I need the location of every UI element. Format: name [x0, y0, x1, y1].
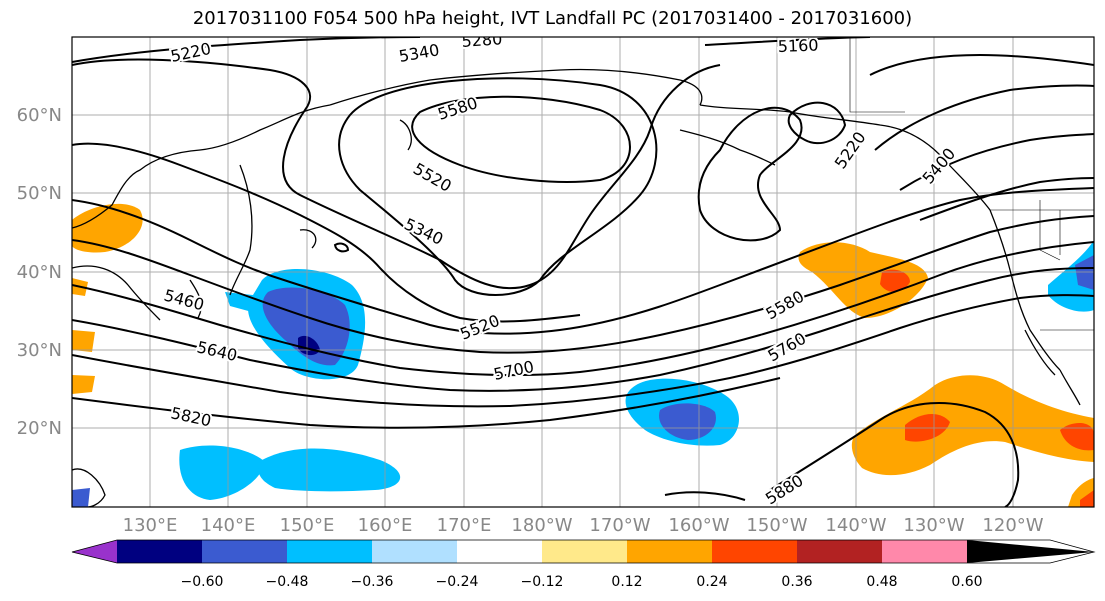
contour-label: 5880	[762, 471, 807, 509]
lat-label: 40°N	[17, 262, 62, 283]
colorbar-segment	[712, 540, 797, 563]
contour-label: 5220	[831, 128, 870, 172]
colorbar-tick-label: 0.60	[951, 574, 982, 590]
colorbar-tick-label: 0.24	[696, 574, 727, 590]
colorbar-segment	[457, 540, 542, 563]
contour-label: 5160	[777, 36, 818, 56]
colorbar-segment	[372, 540, 457, 563]
lon-label: 120°W	[982, 515, 1043, 536]
lon-label: 160°E	[358, 515, 413, 536]
contour-label: 5820	[169, 403, 213, 430]
colorbar-segment	[627, 540, 712, 563]
colorbar-segment	[72, 540, 117, 563]
contour-label: 5400	[919, 144, 960, 187]
colorbar-segment	[287, 540, 372, 563]
lon-label: 130°E	[123, 515, 178, 536]
colorbar-tick-label: −0.12	[521, 574, 564, 590]
negative-ivt-anomaly-areas	[72, 240, 1094, 507]
map-frame	[71, 36, 1095, 508]
colorbar-segment	[967, 540, 1094, 563]
latitude-labels: 60°N 50°N 40°N 30°N 20°N	[17, 105, 62, 439]
contour-label: 5340	[397, 40, 440, 66]
colorbar-tick-label: −0.24	[436, 574, 479, 590]
colorbar-segment	[882, 540, 967, 563]
lon-label: 150°E	[280, 515, 335, 536]
colorbar-outline	[71, 539, 1096, 564]
map-title: 2017031100 F054 500 hPa height, IVT Land…	[192, 8, 913, 29]
colorbar-tick-label: 0.48	[866, 574, 897, 590]
lon-label: 170°W	[589, 515, 650, 536]
lat-label: 30°N	[17, 340, 62, 361]
contour-label: 5520	[410, 159, 455, 196]
colorbar-tick-label: −0.48	[266, 574, 309, 590]
lon-label: 140°E	[201, 515, 256, 536]
colorbar-tick-label: 0.12	[611, 574, 642, 590]
contour-label: 5640	[195, 337, 239, 365]
colorbar-tick-label: 0.36	[781, 574, 812, 590]
contour-label: 5580	[435, 93, 480, 124]
lon-label: 160°W	[668, 515, 729, 536]
boundaries	[849, 37, 1094, 331]
longitude-labels: 130°E 140°E 150°E 160°E 170°E 180°W 170°…	[123, 515, 1044, 536]
lon-label: 170°E	[437, 515, 492, 536]
lon-label: 180°W	[511, 515, 572, 536]
lon-label: 150°W	[746, 515, 807, 536]
contour-label: 5280	[461, 29, 503, 51]
colorbar-segment	[797, 540, 882, 563]
height-contours	[72, 37, 1094, 507]
contour-label: 5580	[763, 287, 808, 324]
colorbar: −0.60 −0.48 −0.36 −0.24 −0.12 0.12 0.24 …	[71, 539, 1096, 590]
lat-label: 60°N	[17, 105, 62, 126]
colorbar-tick-label: −0.60	[181, 574, 224, 590]
positive-ivt-anomaly-areas	[72, 203, 1094, 507]
colorbar-segment	[117, 540, 202, 563]
colorbar-segment	[202, 540, 287, 563]
colorbar-tick-label: −0.36	[351, 574, 394, 590]
lat-label: 20°N	[17, 418, 62, 439]
colorbar-segment	[542, 540, 627, 563]
lat-label: 50°N	[17, 183, 62, 204]
lon-label: 140°W	[825, 515, 886, 536]
contour-label: 5700	[492, 357, 536, 384]
lon-label: 130°W	[903, 515, 964, 536]
